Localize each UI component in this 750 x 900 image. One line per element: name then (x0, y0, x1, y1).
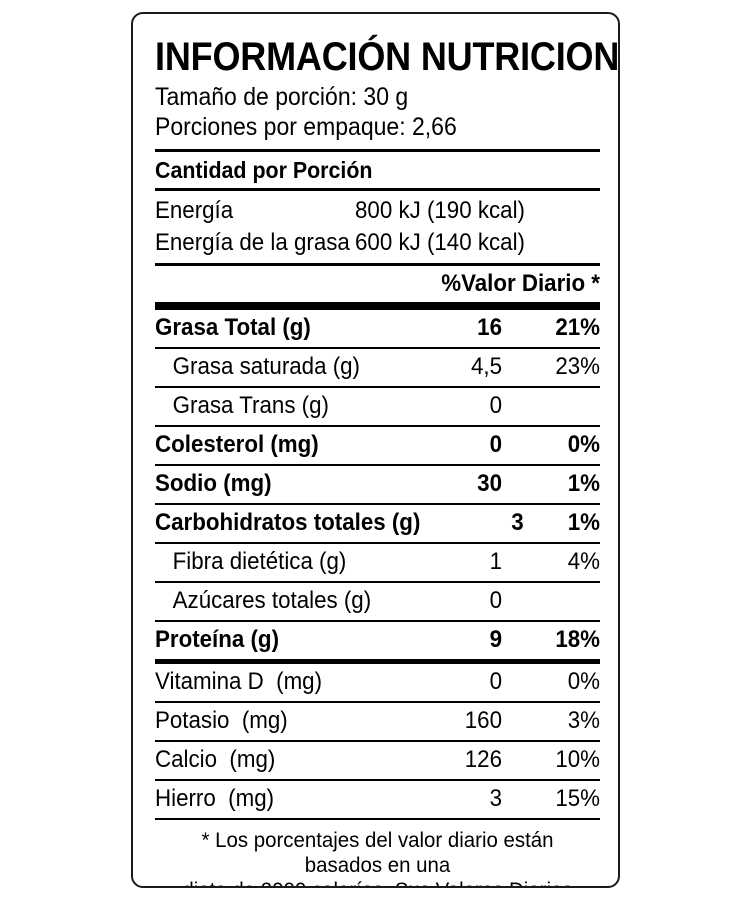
divider-above-daily-value (155, 263, 600, 266)
nutrient-name: Grasa Trans (g) (172, 392, 329, 419)
energy-from-fat-row: Energía de la grasa 600 kJ (140 kcal) (155, 227, 600, 259)
nutrient-amount: 3 (511, 509, 525, 536)
energy-value: 800 kJ (190 kcal) (355, 197, 525, 224)
footnote-text: * Los porcentajes del valor diario están… (182, 828, 572, 886)
table-row: Carbohidratos totales (g) 3 1% (155, 505, 600, 542)
nutrient-amount: 9 (489, 626, 502, 653)
nutrient-daily-value: 10% (555, 746, 600, 773)
table-row: Vitamina D (mg) 0 0% (155, 664, 600, 701)
table-row: Azúcares totales (g) 0 (155, 583, 600, 620)
divider-above-amount-per-serving (155, 149, 600, 152)
nutrient-daily-value: 15% (555, 785, 600, 812)
nutrient-name: Potasio (mg) (155, 707, 288, 734)
divider-above-footnote (155, 818, 600, 820)
table-row: Proteína (g) 9 18% (155, 622, 600, 659)
row-divider (155, 386, 600, 388)
table-row: Colesterol (mg) 0 0% (155, 427, 600, 464)
nutrient-daily-value: 23% (555, 353, 600, 380)
serving-size-text: Tamaño de porción: 30 g (155, 83, 409, 111)
nutrient-name: Carbohidratos totales (g) (155, 509, 421, 536)
row-divider (155, 779, 600, 781)
nutrient-amount: 160 (464, 707, 502, 734)
table-row: Fibra dietética (g) 1 4% (155, 544, 600, 581)
nutrient-daily-value: 1% (567, 470, 600, 497)
nutrient-amount: 1 (489, 548, 502, 575)
table-row: Potasio (mg) 160 3% (155, 703, 600, 740)
row-divider (155, 581, 600, 583)
nutrient-name: Vitamina D (mg) (155, 668, 323, 695)
nutrient-name: Proteína (g) (155, 626, 280, 653)
divider-thick-below-daily-value (155, 302, 600, 310)
amount-per-serving-heading: Cantidad por Porción (155, 157, 373, 183)
table-row: Calcio (mg) 126 10% (155, 742, 600, 779)
spacer (155, 142, 600, 149)
nutrient-amount: 30 (477, 470, 502, 497)
daily-value-heading: %Valor Diario * (441, 270, 600, 297)
nutrient-amount: 16 (477, 314, 502, 341)
row-divider (155, 542, 600, 544)
nutrient-amount: 4,5 (470, 353, 502, 380)
row-divider (155, 740, 600, 742)
nutrition-facts-panel: INFORMACIÓN NUTRICIONAL Tamaño de porció… (131, 12, 620, 888)
nutrient-daily-value: 3% (567, 707, 600, 734)
nutrition-facts-content: INFORMACIÓN NUTRICIONAL Tamaño de porció… (155, 14, 620, 886)
table-row: Hierro (mg) 3 15% (155, 781, 600, 818)
nutrient-amount: 3 (489, 785, 502, 812)
row-divider (155, 620, 600, 622)
nutrient-name: Fibra dietética (g) (172, 548, 347, 575)
energy-label: Energía (155, 197, 234, 224)
nutrient-daily-value: 0% (567, 431, 600, 458)
nutrient-daily-value: 0% (567, 668, 600, 695)
table-row: Grasa Trans (g) 0 (155, 388, 600, 425)
table-row: Grasa Total (g) 16 21% (155, 310, 600, 347)
row-divider (155, 701, 600, 703)
energy-from-fat-value: 600 kJ (140 kcal) (355, 229, 525, 256)
nutrient-daily-value: 21% (555, 314, 600, 341)
divider-below-amount-per-serving (155, 188, 600, 191)
nutrient-name: Hierro (mg) (155, 785, 275, 812)
table-row: Sodio (mg) 30 1% (155, 466, 600, 503)
row-divider (155, 347, 600, 349)
nutrient-daily-value: 4% (567, 548, 600, 575)
row-divider (155, 503, 600, 505)
nutrient-amount: 126 (464, 746, 502, 773)
nutrient-amount: 0 (489, 668, 502, 695)
table-row: Grasa saturada (g) 4,5 23% (155, 349, 600, 386)
nutrient-name: Calcio (mg) (155, 746, 276, 773)
nutrient-amount: 0 (489, 392, 502, 419)
nutrient-name: Sodio (mg) (155, 470, 272, 497)
page-title: INFORMACIÓN NUTRICIONAL (155, 35, 620, 79)
nutrient-daily-value: 18% (555, 626, 600, 653)
nutrient-name: Colesterol (mg) (155, 431, 319, 458)
nutrient-name: Grasa Total (g) (155, 314, 311, 341)
divider-above-micronutrients (155, 659, 600, 664)
nutrient-daily-value: 1% (567, 509, 600, 536)
energy-from-fat-label: Energía de la grasa (155, 229, 350, 256)
row-divider (155, 425, 600, 427)
nutrient-name: Azúcares totales (g) (172, 587, 372, 614)
nutrient-name: Grasa saturada (g) (172, 353, 360, 380)
servings-per-container-text: Porciones por empaque: 2,66 (155, 113, 457, 141)
row-divider (155, 464, 600, 466)
nutrient-amount: 0 (489, 587, 502, 614)
energy-row: Energía 800 kJ (190 kcal) (155, 195, 600, 227)
nutrient-amount: 0 (489, 431, 502, 458)
